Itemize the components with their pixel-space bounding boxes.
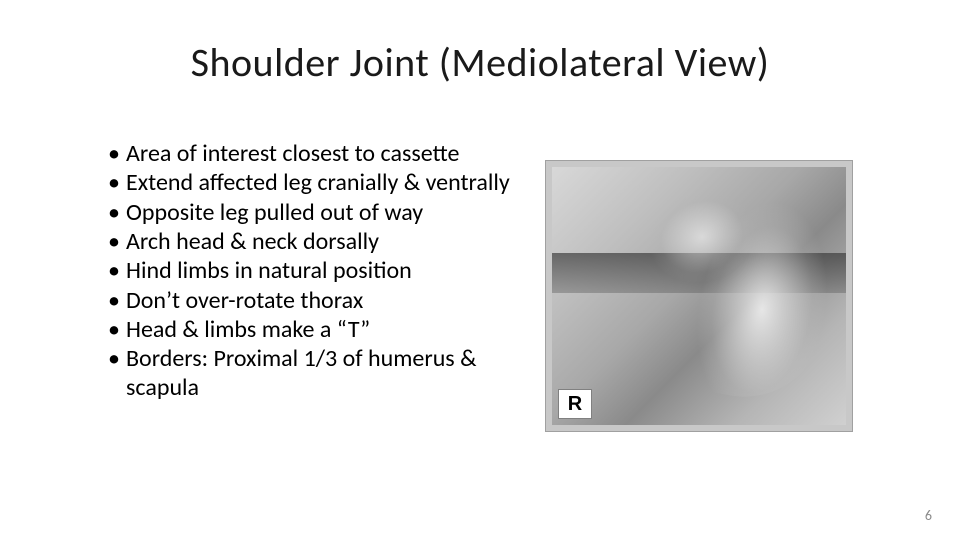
slide: Shoulder Joint (Mediolateral View) Area … [0, 0, 960, 540]
bullet-item: Area of interest closest to cassette [108, 140, 528, 168]
bullet-item: Arch head & neck dorsally [108, 228, 528, 256]
bullet-list: Area of interest closest to cassette Ext… [108, 140, 528, 402]
bullet-item: Hind limbs in natural position [108, 257, 528, 285]
bullet-item: Don’t over-rotate thorax [108, 287, 528, 315]
page-number: 6 [925, 507, 932, 524]
slide-title: Shoulder Joint (Mediolateral View) [0, 38, 960, 87]
bullet-item: Head & limbs make a “T” [108, 316, 528, 344]
body-text-area: Area of interest closest to cassette Ext… [108, 140, 528, 403]
side-marker: R [558, 389, 592, 419]
radiograph-image: R [552, 167, 846, 425]
bullet-item: Opposite leg pulled out of way [108, 199, 528, 227]
bullet-item: Extend affected leg cranially & ventrall… [108, 169, 528, 197]
bullet-item: Borders: Proximal 1/3 of humerus & scapu… [108, 345, 528, 402]
radiograph-figure: B R [545, 160, 853, 432]
